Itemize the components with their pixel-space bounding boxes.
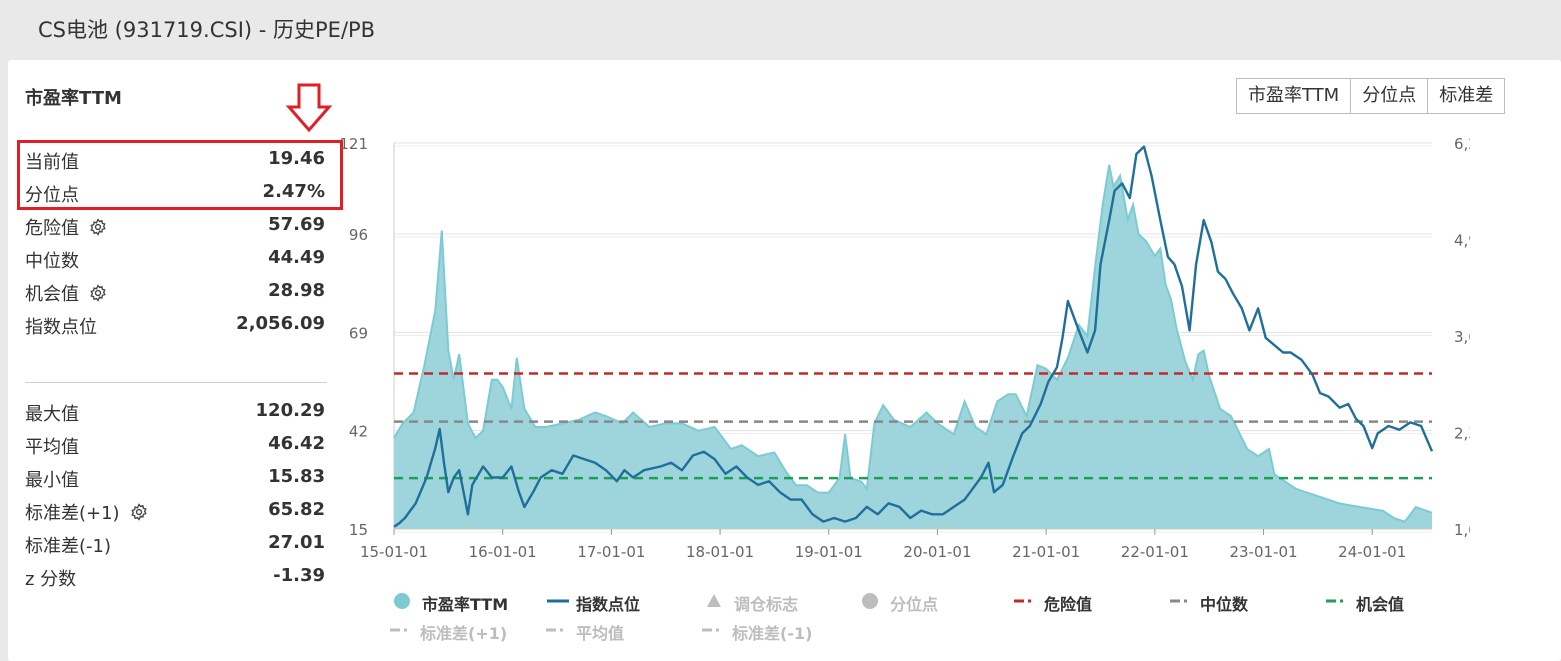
legend-pe-ttm[interactable]: 市盈率TTM xyxy=(392,591,522,614)
stat-opportunity-value: 机会值 28.98 xyxy=(25,280,325,310)
y-left-tick-label: 69 xyxy=(349,324,368,342)
pe-area xyxy=(394,164,1432,530)
gear-icon[interactable] xyxy=(130,503,148,521)
legend-danger[interactable]: 危险值 xyxy=(1014,591,1124,614)
stat-label: 分位点 xyxy=(25,185,79,206)
gear-icon[interactable] xyxy=(89,218,107,236)
stat-label: 机会值 xyxy=(25,284,79,305)
x-tick-label: 16-01-01 xyxy=(469,543,537,558)
stat-value: 46.42 xyxy=(268,433,325,454)
stat-max: 最大值 120.29 xyxy=(25,400,325,430)
metric-button-group: 市盈率TTM 分位点 标准差 xyxy=(1236,78,1506,114)
legend-rebalance[interactable]: 调仓标志 xyxy=(704,591,824,614)
stat-value: 65.82 xyxy=(268,499,325,520)
legend-std-plus[interactable]: 标准差(+1) xyxy=(390,620,530,643)
stat-value: 19.46 xyxy=(268,148,325,169)
legend-mean[interactable]: 平均值 xyxy=(546,620,666,643)
legend-dash-dot-icon xyxy=(1170,599,1187,603)
triangle-icon xyxy=(707,594,721,607)
legend-circle-icon xyxy=(394,593,410,609)
legend-std-minus[interactable]: 标准差(-1) xyxy=(702,620,842,643)
stat-value: -1.39 xyxy=(273,565,325,586)
legend-dash-dot-icon xyxy=(1014,599,1031,603)
metric-title: 市盈率TTM xyxy=(25,88,122,109)
x-tick-label: 18-01-01 xyxy=(686,543,754,558)
stat-value: 28.98 xyxy=(268,280,325,301)
legend-median[interactable]: 中位数 xyxy=(1170,591,1280,614)
stat-label: z 分数 xyxy=(25,569,77,590)
x-tick-label: 24-01-01 xyxy=(1338,543,1406,558)
x-tick-label: 20-01-01 xyxy=(903,543,971,558)
percentile-button[interactable]: 分位点 xyxy=(1350,79,1428,113)
legend-dash-dot-icon xyxy=(702,628,719,632)
y-left-tick-label: 42 xyxy=(349,423,368,441)
stat-mean: 平均值 46.42 xyxy=(25,433,325,463)
pe-chart[interactable]: 15-01-01 16-01-01 17-01-01 18-01-01 19-01-01… xyxy=(340,128,1470,558)
legend-dash-dot-icon xyxy=(546,628,563,632)
stat-label: 中位数 xyxy=(25,251,79,272)
gear-icon[interactable] xyxy=(89,284,107,302)
stat-current-value: 当前值 19.46 xyxy=(25,148,325,178)
y-right-tick-label: 3,626 xyxy=(1454,328,1470,346)
stat-median: 中位数 44.49 xyxy=(25,247,325,277)
stat-danger-value: 危险值 57.69 xyxy=(25,214,325,244)
stat-value: 120.29 xyxy=(255,400,325,421)
y-right-tick-label: 2,313 xyxy=(1454,424,1470,442)
stat-index-points: 指数点位 2,056.09 xyxy=(25,313,325,343)
stat-label: 平均值 xyxy=(25,437,79,458)
legend-dash-dot-icon xyxy=(1326,599,1343,603)
y-right-tick-label: 6,249 xyxy=(1454,135,1470,153)
legend-percentile[interactable]: 分位点 xyxy=(860,591,970,614)
stat-value: 57.69 xyxy=(268,214,325,235)
stats-divider xyxy=(25,382,327,383)
stat-value: 27.01 xyxy=(268,532,325,553)
stat-label: 最大值 xyxy=(25,404,79,425)
y-left-tick-label: 15 xyxy=(349,521,368,539)
x-tick-label: 21-01-01 xyxy=(1012,543,1080,558)
pe-line xyxy=(393,164,1433,523)
stat-label: 标准差(-1) xyxy=(25,536,111,557)
stat-value: 44.49 xyxy=(268,247,325,268)
stat-label: 标准差(+1) xyxy=(25,503,120,524)
stat-label: 当前值 xyxy=(25,152,79,173)
stat-std-plus: 标准差(+1) 65.82 xyxy=(25,499,325,529)
legend-circle-icon xyxy=(862,593,878,609)
x-tick-label: 17-01-01 xyxy=(577,543,645,558)
stat-value: 15.83 xyxy=(268,466,325,487)
y-right-tick-label: 4,939 xyxy=(1454,231,1470,249)
y-left-tick-label: 121 xyxy=(340,135,368,153)
stat-percentile: 分位点 2.47% xyxy=(25,181,325,211)
down-arrow-icon xyxy=(286,83,332,133)
stat-std-minus: 标准差(-1) 27.01 xyxy=(25,532,325,562)
pe-ttm-button[interactable]: 市盈率TTM xyxy=(1237,79,1351,113)
x-tick-label: 19-01-01 xyxy=(795,543,863,558)
title-bar: CS电池 (931719.CSI) - 历史PE/PB xyxy=(0,0,1561,56)
stat-label: 指数点位 xyxy=(25,317,97,338)
legend-dash-dot-icon xyxy=(390,628,407,632)
stat-label: 最小值 xyxy=(25,470,79,491)
y-left-tick-label: 96 xyxy=(349,226,368,244)
page-title: CS电池 (931719.CSI) - 历史PE/PB xyxy=(38,18,376,42)
stat-label: 危险值 xyxy=(25,218,79,239)
legend-line-icon xyxy=(547,599,569,603)
x-tick-label: 15-01-01 xyxy=(360,543,428,558)
stat-z-score: z 分数 -1.39 xyxy=(25,565,325,595)
stat-min: 最小值 15.83 xyxy=(25,466,325,496)
highlight-box xyxy=(17,140,343,210)
x-tick-label: 22-01-01 xyxy=(1121,543,1189,558)
x-tick-label: 23-01-01 xyxy=(1229,543,1297,558)
stat-value: 2,056.09 xyxy=(236,313,325,334)
index-line xyxy=(393,145,1434,528)
legend-opportunity[interactable]: 机会值 xyxy=(1326,591,1436,614)
std-dev-button[interactable]: 标准差 xyxy=(1427,79,1505,113)
legend-index-points[interactable]: 指数点位 xyxy=(546,591,666,614)
stat-value: 2.47% xyxy=(262,181,325,202)
y-right-tick-label: 1,000 xyxy=(1454,521,1470,539)
